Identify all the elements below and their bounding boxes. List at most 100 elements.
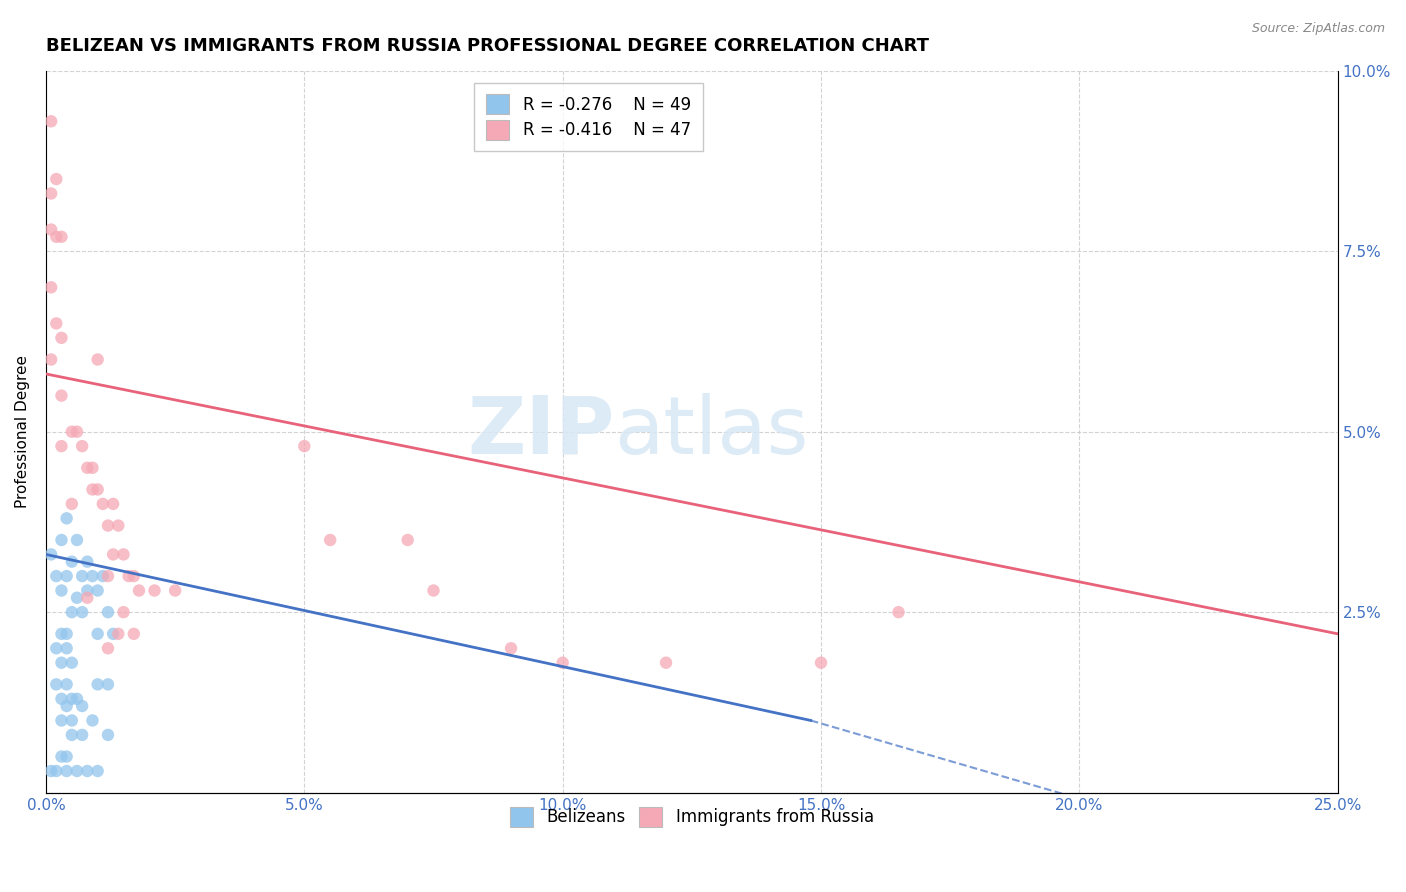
Point	[45, 229, 67, 244]
Point	[55, 627, 77, 641]
Point	[101, 627, 124, 641]
Point	[112, 605, 135, 619]
Point	[86, 483, 108, 497]
Point	[39, 114, 62, 128]
Point	[60, 605, 83, 619]
Text: atlas: atlas	[614, 392, 808, 471]
Point	[82, 569, 104, 583]
Point	[51, 749, 73, 764]
Point	[45, 317, 67, 331]
Point	[76, 555, 98, 569]
Point	[86, 677, 108, 691]
Point	[51, 714, 73, 728]
Point	[82, 460, 104, 475]
Point	[60, 425, 83, 439]
Point	[422, 583, 444, 598]
Point	[39, 764, 62, 778]
Point	[60, 714, 83, 728]
Point	[165, 583, 187, 598]
Point	[887, 605, 910, 619]
Point	[97, 518, 120, 533]
Point	[117, 569, 139, 583]
Point	[51, 627, 73, 641]
Point	[655, 656, 678, 670]
Point	[51, 583, 73, 598]
Point	[76, 460, 98, 475]
Y-axis label: Professional Degree: Professional Degree	[15, 355, 30, 508]
Point	[97, 569, 120, 583]
Point	[39, 222, 62, 236]
Point	[60, 656, 83, 670]
Point	[122, 627, 145, 641]
Text: Source: ZipAtlas.com: Source: ZipAtlas.com	[1251, 22, 1385, 36]
Point	[55, 511, 77, 525]
Point	[97, 677, 120, 691]
Point	[70, 699, 93, 714]
Point	[66, 691, 89, 706]
Point	[51, 656, 73, 670]
Point	[319, 533, 342, 547]
Point	[60, 555, 83, 569]
Point	[55, 677, 77, 691]
Point	[70, 569, 93, 583]
Point	[86, 627, 108, 641]
Point	[86, 352, 108, 367]
Point	[51, 229, 73, 244]
Point	[60, 497, 83, 511]
Point	[45, 764, 67, 778]
Point	[76, 591, 98, 605]
Point	[39, 352, 62, 367]
Point	[499, 641, 522, 656]
Point	[82, 714, 104, 728]
Point	[107, 518, 129, 533]
Point	[292, 439, 315, 453]
Point	[45, 677, 67, 691]
Point	[91, 497, 114, 511]
Point	[128, 583, 150, 598]
Point	[51, 389, 73, 403]
Point	[51, 331, 73, 345]
Point	[55, 749, 77, 764]
Point	[86, 764, 108, 778]
Point	[60, 728, 83, 742]
Point	[91, 569, 114, 583]
Point	[122, 569, 145, 583]
Point	[45, 641, 67, 656]
Point	[55, 641, 77, 656]
Text: ZIP: ZIP	[467, 392, 614, 471]
Point	[97, 728, 120, 742]
Point	[101, 548, 124, 562]
Point	[810, 656, 832, 670]
Point	[82, 483, 104, 497]
Point	[45, 172, 67, 186]
Point	[51, 533, 73, 547]
Point	[70, 728, 93, 742]
Point	[107, 627, 129, 641]
Point	[55, 764, 77, 778]
Point	[55, 569, 77, 583]
Point	[66, 764, 89, 778]
Point	[39, 186, 62, 201]
Legend: Belizeans, Immigrants from Russia: Belizeans, Immigrants from Russia	[502, 799, 882, 835]
Point	[55, 699, 77, 714]
Point	[39, 548, 62, 562]
Point	[51, 691, 73, 706]
Point	[112, 548, 135, 562]
Text: BELIZEAN VS IMMIGRANTS FROM RUSSIA PROFESSIONAL DEGREE CORRELATION CHART: BELIZEAN VS IMMIGRANTS FROM RUSSIA PROFE…	[46, 37, 929, 55]
Point	[551, 656, 574, 670]
Point	[70, 439, 93, 453]
Point	[101, 497, 124, 511]
Point	[97, 605, 120, 619]
Point	[66, 425, 89, 439]
Point	[70, 605, 93, 619]
Point	[396, 533, 419, 547]
Point	[66, 533, 89, 547]
Point	[86, 583, 108, 598]
Point	[76, 583, 98, 598]
Point	[76, 764, 98, 778]
Point	[143, 583, 166, 598]
Point	[60, 691, 83, 706]
Point	[51, 439, 73, 453]
Point	[97, 641, 120, 656]
Point	[66, 591, 89, 605]
